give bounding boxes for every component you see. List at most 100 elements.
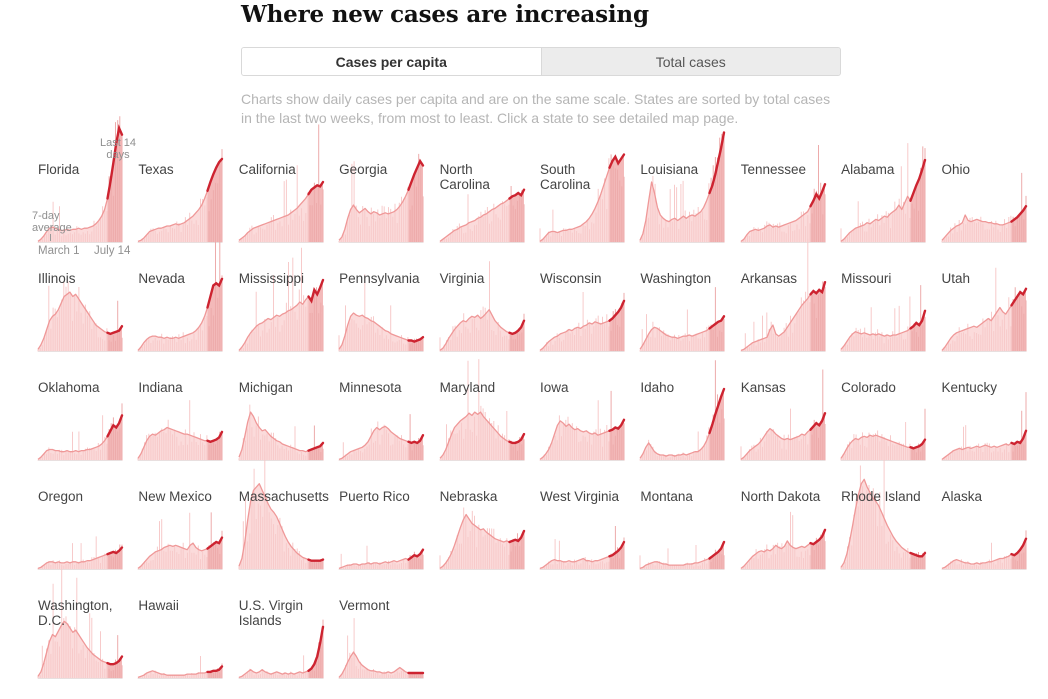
daily-bars-last14 xyxy=(208,149,223,243)
avg-line-last14 xyxy=(507,188,525,200)
state-cell-oklahoma[interactable]: Oklahoma xyxy=(37,380,138,490)
state-cell-wisconsin[interactable]: Wisconsin xyxy=(539,271,640,381)
annotation-tick xyxy=(50,234,51,241)
state-cell-california[interactable]: California xyxy=(238,124,339,272)
avg-line-last14 xyxy=(708,387,726,435)
state-cell-washington-d-c[interactable]: Washington, D.C. xyxy=(37,564,138,699)
state-chart xyxy=(137,233,224,352)
state-label: U.S. Virgin Islands xyxy=(238,598,304,628)
state-chart xyxy=(37,403,124,461)
state-cell-idaho[interactable]: Idaho xyxy=(639,360,740,490)
last-14-days-annotation: Last 14 days xyxy=(99,137,137,161)
state-chart xyxy=(539,526,626,570)
state-chart xyxy=(137,400,224,461)
tab-cases-per-capita[interactable]: Cases per capita xyxy=(242,48,542,75)
state-label: West Virginia xyxy=(539,489,619,504)
avg-line-last14 xyxy=(708,131,726,195)
chart-description: Charts show daily cases per capita and a… xyxy=(241,91,831,126)
state-cell-south-carolina[interactable]: South Carolina xyxy=(539,153,640,272)
state-label: California xyxy=(238,162,296,177)
state-cell-montana[interactable]: Montana xyxy=(639,489,740,599)
avg-line-last14 xyxy=(909,438,927,450)
state-cell-utah[interactable]: Utah xyxy=(941,267,1042,381)
state-cell-georgia[interactable]: Georgia xyxy=(338,153,439,272)
state-cell-kentucky[interactable]: Kentucky xyxy=(941,380,1042,490)
state-chart xyxy=(840,143,927,243)
avg-line-last14 xyxy=(206,277,224,309)
state-cell-iowa[interactable]: Iowa xyxy=(539,380,640,490)
daily-bars-last14 xyxy=(108,300,123,352)
daily-bars xyxy=(439,359,509,461)
state-cell-oregon[interactable]: Oregon xyxy=(37,489,138,599)
state-cell-arkansas[interactable]: Arkansas xyxy=(740,238,841,381)
state-label: Arkansas xyxy=(740,271,798,286)
state-cell-puerto-rico[interactable]: Puerto Rico xyxy=(338,489,439,599)
state-cell-hawaii[interactable]: Hawaii xyxy=(137,598,238,699)
avg-line xyxy=(840,195,912,242)
avg-line xyxy=(640,557,711,570)
state-cell-rhode-island[interactable]: Rhode Island xyxy=(840,459,941,599)
state-chart xyxy=(740,145,826,243)
state-cell-nebraska[interactable]: Nebraska xyxy=(439,489,540,599)
avg-line-last14 xyxy=(106,414,124,438)
state-label: New Mexico xyxy=(138,489,212,504)
state-cell-louisiana[interactable]: Louisiana xyxy=(639,131,740,272)
state-cell-pennsylvania[interactable]: Pennsylvania xyxy=(338,271,439,381)
state-chart xyxy=(941,267,1027,352)
state-chart xyxy=(941,530,1027,570)
state-label: South Carolina xyxy=(539,162,591,192)
state-cell-kansas[interactable]: Kansas xyxy=(740,369,841,490)
state-cell-colorado[interactable]: Colorado xyxy=(840,380,941,490)
avg-line-last14 xyxy=(407,434,425,445)
state-cell-minnesota[interactable]: Minnesota xyxy=(338,380,439,490)
state-cell-missouri[interactable]: Missouri xyxy=(840,271,941,381)
state-cell-indiana[interactable]: Indiana xyxy=(137,380,238,490)
state-cell-north-dakota[interactable]: North Dakota xyxy=(740,489,841,599)
daily-bars xyxy=(840,459,911,570)
seven-day-average-annotation: 7-day average xyxy=(32,210,72,234)
state-label: Utah xyxy=(941,271,971,286)
area-fill xyxy=(640,542,725,570)
state-cell-massachusetts[interactable]: Massachusetts xyxy=(238,451,339,599)
avg-line-last14 xyxy=(106,124,124,200)
state-chart xyxy=(238,247,324,352)
avg-line-last14 xyxy=(909,309,927,330)
tab-total-cases[interactable]: Total cases xyxy=(541,48,840,75)
state-cell-washington[interactable]: Washington xyxy=(639,271,740,381)
state-cell-nevada[interactable]: Nevada xyxy=(137,233,238,381)
state-cell-florida[interactable]: Florida Last 14 days 7-day average March 1 J… xyxy=(32,116,138,272)
state-label: Washington, D.C. xyxy=(38,598,113,628)
state-chart xyxy=(840,459,927,570)
state-cell-alabama[interactable]: Alabama xyxy=(840,143,941,272)
daily-bars-last14 xyxy=(208,663,223,679)
state-cell-vermont[interactable]: Vermont xyxy=(338,598,439,699)
state-cell-maryland[interactable]: Maryland xyxy=(439,359,540,490)
avg-line xyxy=(37,620,108,677)
state-cell-ohio[interactable]: Ohio xyxy=(941,162,1042,272)
state-label: Illinois xyxy=(38,271,76,286)
state-chart xyxy=(539,390,626,461)
avg-line xyxy=(439,513,510,569)
state-cell-tennessee[interactable]: Tennessee xyxy=(740,145,841,272)
avg-line-last14 xyxy=(507,529,525,544)
state-cell-michigan[interactable]: Michigan xyxy=(238,380,339,490)
state-chart xyxy=(840,408,927,461)
state-cell-u-s-virgin-islands[interactable]: U.S. Virgin Islands xyxy=(238,598,339,699)
avg-line-last14 xyxy=(407,336,425,343)
daily-bars xyxy=(840,143,911,243)
state-chart xyxy=(639,131,726,243)
state-label: Missouri xyxy=(841,271,892,286)
state-cell-north-carolina[interactable]: North Carolina xyxy=(439,162,540,272)
state-cell-texas[interactable]: Texas xyxy=(137,149,238,272)
state-cell-illinois[interactable]: Illinois xyxy=(37,271,138,381)
state-label: Indiana xyxy=(138,380,183,395)
state-cell-virginia[interactable]: Virginia xyxy=(439,261,540,381)
state-cell-new-mexico[interactable]: New Mexico xyxy=(137,489,238,599)
state-cell-west-virginia[interactable]: West Virginia xyxy=(539,489,640,599)
state-cell-alaska[interactable]: Alaska xyxy=(941,489,1042,599)
avg-line-last14 xyxy=(1009,537,1027,557)
avg-line xyxy=(137,307,209,351)
state-cell-mississippi[interactable]: Mississippi xyxy=(238,247,339,381)
daily-bars xyxy=(37,281,108,352)
avg-line xyxy=(639,326,711,350)
